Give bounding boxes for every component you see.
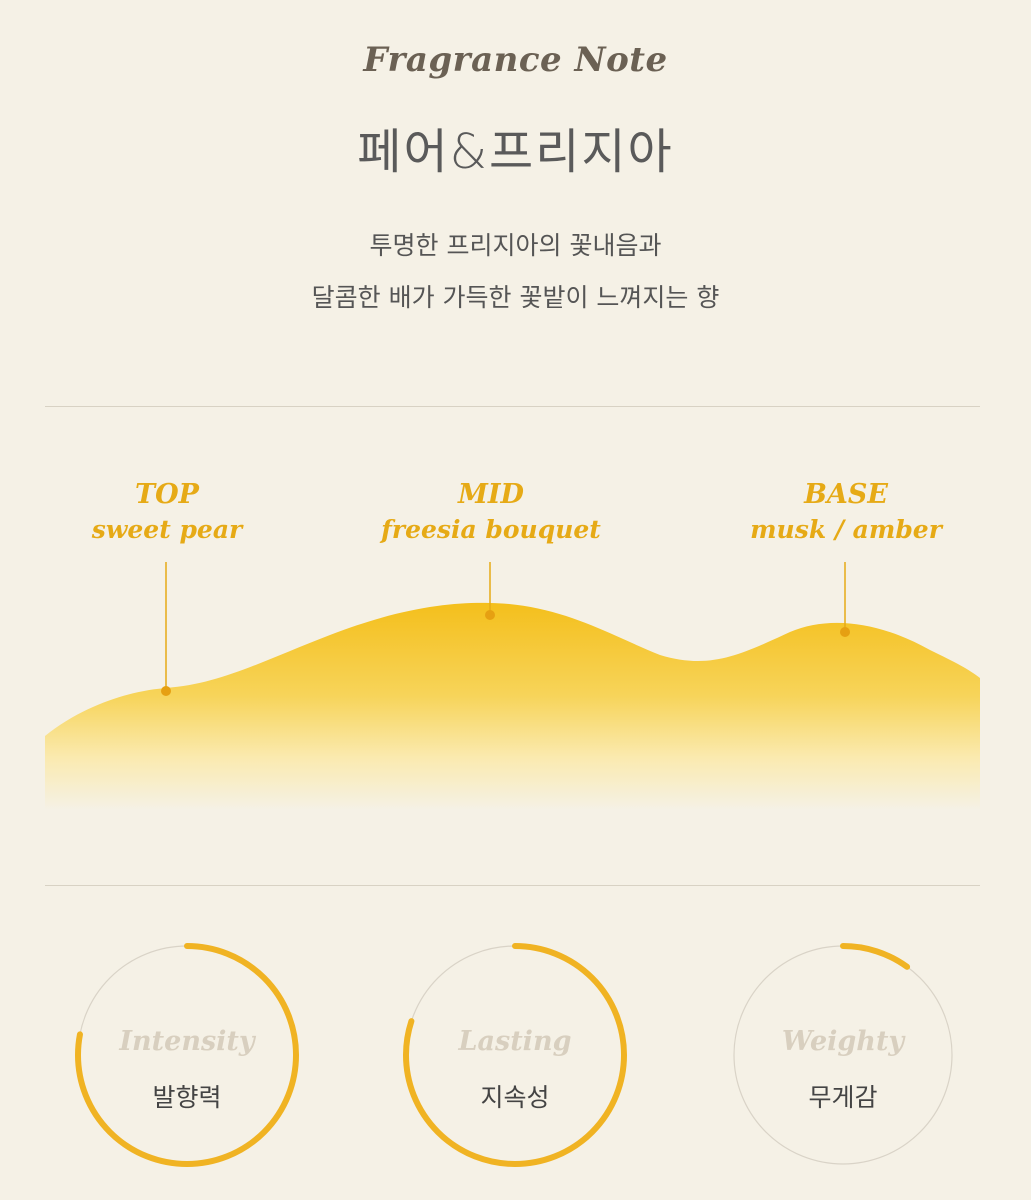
description-line-2: 달콤한 배가 가득한 꽃밭이 느껴지는 향 <box>311 283 720 312</box>
metric-lasting-label-en: Lasting <box>458 1026 572 1057</box>
metric-lasting: Lasting 지속성 <box>400 940 630 1170</box>
note-base-stage: BASE <box>804 479 888 510</box>
metric-intensity-label-ko: 발향력 <box>152 1083 222 1112</box>
ring-progress <box>731 943 955 1167</box>
note-mid-dot <box>485 610 495 620</box>
metric-lasting-ring <box>403 943 627 1167</box>
ring-progress <box>75 943 299 1167</box>
metric-intensity: Intensity 발향력 <box>72 940 302 1170</box>
note-base: BASE musk / amber <box>696 478 996 548</box>
section-label: Fragrance Note <box>363 40 668 80</box>
note-top-stage: TOP <box>135 479 199 510</box>
metric-weighty-label-en: Weighty <box>781 1026 905 1057</box>
metric-weighty: Weighty 무게감 <box>728 940 958 1170</box>
metric-intensity-ring <box>75 943 299 1167</box>
metric-intensity-label-en: Intensity <box>119 1026 255 1057</box>
divider-top <box>45 406 980 407</box>
note-mid: MID freesia bouquet <box>341 478 641 548</box>
description-line-1: 투명한 프리지아의 꽃내음과 <box>369 231 662 260</box>
page-title: 페어&프리지아 <box>357 124 674 180</box>
metric-weighty-label-ko: 무게감 <box>808 1083 878 1112</box>
note-mid-description: freesia bouquet <box>381 515 601 544</box>
note-base-description: musk / amber <box>750 515 942 544</box>
ring-progress <box>403 943 627 1167</box>
note-top-dot <box>161 686 171 696</box>
note-top-description: sweet pear <box>91 515 243 544</box>
fragrance-wave-graphic <box>45 562 980 810</box>
divider-bottom <box>45 885 980 886</box>
note-mid-stage: MID <box>458 479 524 510</box>
wave-shape <box>45 602 980 810</box>
metric-weighty-ring <box>731 943 955 1167</box>
metric-lasting-label-ko: 지속성 <box>480 1083 550 1112</box>
note-top: TOP sweet pear <box>17 478 317 548</box>
note-base-dot <box>840 627 850 637</box>
